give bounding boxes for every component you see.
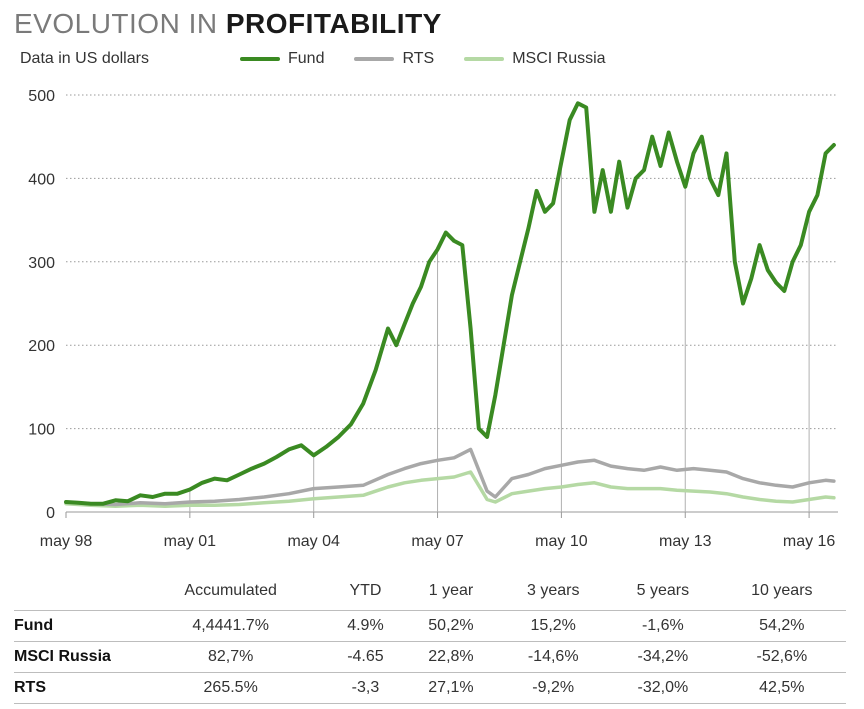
row-label: Fund [14, 610, 134, 642]
table-cell: 42,5% [717, 672, 846, 704]
title-bold: PROFITABILITY [225, 8, 442, 39]
x-tick-label: may 10 [535, 533, 588, 550]
table-cell: -14,6% [498, 641, 609, 673]
table-cell: 82,7% [134, 641, 328, 673]
legend-label-rts: RTS [402, 50, 435, 67]
x-tick-label: may 01 [164, 533, 217, 550]
table-cell: -32,0% [608, 672, 718, 704]
y-tick-label: 500 [28, 88, 55, 105]
y-tick-label: 200 [28, 338, 55, 355]
y-tick-label: 300 [28, 255, 55, 272]
table-cell: -9,2% [498, 672, 609, 704]
table-cell: -34,2% [608, 641, 718, 673]
y-tick-label: 400 [28, 171, 55, 188]
table-header-cell: Accumulated [184, 582, 277, 599]
row-label: RTS [14, 672, 134, 704]
x-tick-label: may 07 [411, 533, 464, 550]
series-line-msci-russia [64, 470, 836, 508]
series-line-fund [64, 101, 836, 506]
table-cell: 15,2% [498, 610, 609, 642]
legend-item-fund: Fund [240, 50, 324, 68]
y-tick-label: 0 [46, 505, 55, 522]
legend-item-rts: RTS [354, 50, 434, 68]
x-tick-label: may 04 [287, 533, 340, 550]
table-header-cell [14, 578, 134, 611]
table-row: RTS 265.5% -3,3 27,1% -9,2% -32,0% 42,5% [14, 672, 846, 704]
x-tick-label: may 98 [40, 533, 93, 550]
performance-table: Accumulated YTD 1 year 3 years 5 years 1… [14, 578, 846, 704]
series-layer [64, 101, 836, 508]
title-light: EVOLUTION IN [14, 8, 226, 39]
chart-legend: Fund RTS MSCI Russia [240, 50, 636, 68]
table-cell: -1,6% [608, 610, 718, 642]
x-axis-ticks: may 98 may 01 may 04 may 07 may 10 may 13 may … [40, 512, 836, 550]
y-axis-ticks: 0 100 200 300 400 500 [28, 88, 55, 522]
table-header-cell: 5 years [636, 582, 690, 599]
legend-item-msci: MSCI Russia [464, 50, 606, 68]
table-cell: 54,2% [717, 610, 846, 642]
x-tick-label: may 16 [783, 533, 836, 550]
table-header-row: Accumulated YTD 1 year 3 years 5 years 1… [14, 578, 846, 611]
grid-layer [66, 94, 838, 513]
table-header-cell: YTD [349, 582, 382, 599]
table-row: MSCI Russia 82,7% -4.65 22,8% -14,6% -34… [14, 641, 846, 673]
table-cell: 4,4441.7% [134, 610, 328, 642]
x-tick-label: may 13 [659, 533, 712, 550]
chart-title: EVOLUTION IN PROFITABILITY [14, 8, 442, 40]
table-cell: 4.9% [327, 610, 404, 642]
table-cell: 265.5% [134, 672, 328, 704]
legend-label-fund: Fund [288, 50, 325, 67]
table-cell: 50,2% [403, 610, 499, 642]
table-header-cell: 10 years [751, 582, 813, 599]
vertical-markers [189, 161, 810, 512]
table-header-cell: 1 year [428, 582, 474, 599]
table-cell: 22,8% [403, 641, 499, 673]
legend-swatch-fund [240, 57, 280, 61]
table-cell: -52,6% [717, 641, 846, 673]
series-line-rts [64, 447, 836, 507]
legend-label-msci: MSCI Russia [512, 50, 606, 67]
row-label: MSCI Russia [14, 641, 134, 673]
legend-swatch-msci [464, 57, 505, 61]
legend-swatch-rts [354, 57, 395, 61]
chart-subtitle: Data in US dollars [20, 50, 149, 67]
table-cell: 27,1% [403, 672, 499, 704]
y-tick-label: 100 [28, 422, 55, 439]
table-cell: -4.65 [327, 641, 404, 673]
line-chart: 0 100 200 300 400 500 may 98 may 01 may 04 may 0… [28, 88, 838, 550]
table-header-cell: 3 years [526, 582, 580, 599]
table-row: Fund 4,4441.7% 4.9% 50,2% 15,2% -1,6% 54… [14, 610, 846, 642]
table-cell: -3,3 [327, 672, 404, 704]
